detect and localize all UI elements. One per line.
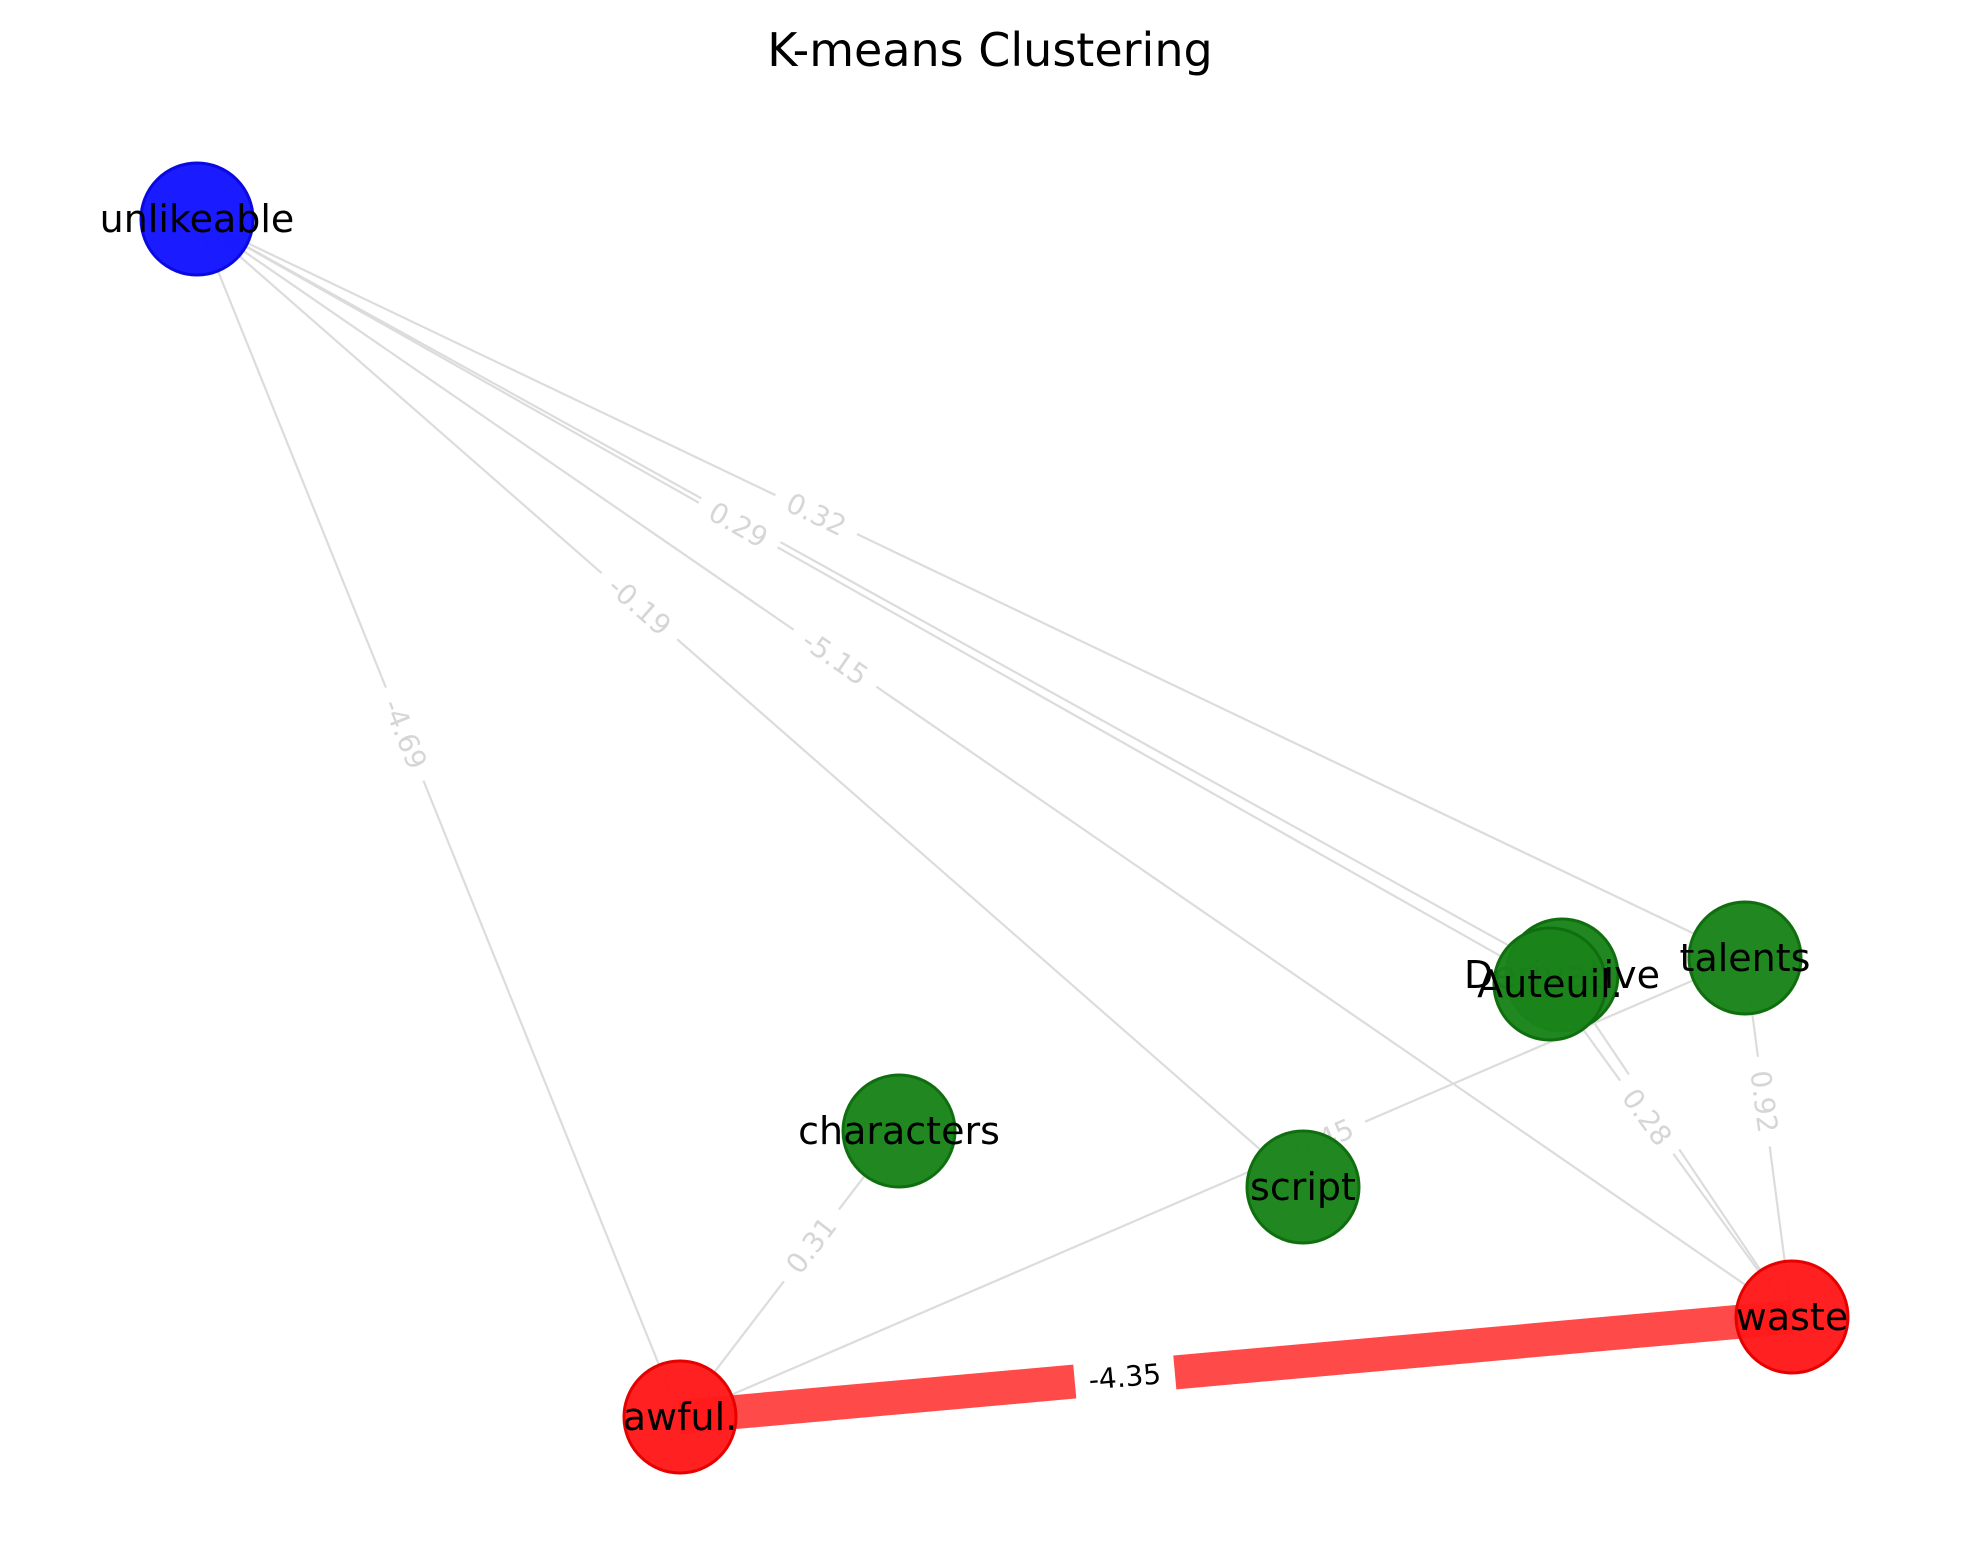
node-circle <box>1687 900 1803 1016</box>
node-unlikeable[interactable]: unlikeable <box>100 161 295 277</box>
edge-label-background <box>1733 1053 1794 1150</box>
edge-label-background <box>1600 1066 1694 1169</box>
node-label-unlikeable: unlikeable <box>100 197 295 241</box>
edges-layer <box>195 218 1794 1434</box>
edge-label-background <box>779 609 891 707</box>
edge-label-background <box>764 473 868 557</box>
edge-label-unlikeable-waste: -5.15 <box>779 609 891 707</box>
edge-label-background <box>1072 1348 1178 1406</box>
edge-label-background <box>363 678 447 790</box>
edge-unlikeable-waste <box>196 218 1793 1318</box>
node-script[interactable]: script <box>1245 1129 1361 1245</box>
edge-labels-layer: -4.69-0.19-5.150.290.32-0.450.310.280.92… <box>363 473 1794 1406</box>
node-characters[interactable]: characters <box>798 1073 1000 1189</box>
node-waste[interactable]: waste <box>1734 1259 1850 1375</box>
node-label-auteuil: Auteuil. <box>1477 962 1623 1006</box>
edge-label-background <box>686 481 790 569</box>
node-talents[interactable]: talents <box>1680 900 1811 1016</box>
edge-weight-label: 0.92 <box>1743 1069 1784 1135</box>
chart-title: K-means Clustering <box>767 23 1212 77</box>
edge-unlikeable-auteuil <box>196 218 1551 985</box>
edge-label-unlikeable-awful: -4.69 <box>363 678 447 790</box>
edge-weight-label: -4.35 <box>1087 1357 1162 1396</box>
edge-label-unlikeable-script: -0.19 <box>585 554 694 658</box>
edge-label-background <box>585 554 694 658</box>
node-awful[interactable]: awful. <box>622 1359 738 1475</box>
edge-label-auteuil-waste: 0.28 <box>1600 1066 1694 1169</box>
edge-label-unlikeable-talents: 0.32 <box>764 473 868 557</box>
nodes-layer: unlikeableDerivativeAuteuil.talentschara… <box>100 161 1850 1475</box>
node-label-talents: talents <box>1680 936 1811 980</box>
edge-unlikeable-script <box>196 218 1304 1188</box>
edge-awful-waste <box>678 1300 1794 1434</box>
node-label-awful: awful. <box>623 1395 737 1439</box>
edge-label-characters-awful: 0.31 <box>764 1194 859 1297</box>
node-circle <box>622 1359 738 1475</box>
node-circle <box>139 161 255 277</box>
edge-unlikeable-awful <box>195 218 682 1418</box>
node-auteuil[interactable]: Auteuil. <box>1477 926 1623 1042</box>
node-circle <box>1492 926 1608 1042</box>
edge-label-talents-waste: 0.92 <box>1733 1053 1794 1150</box>
node-label-script: script <box>1250 1165 1356 1209</box>
node-circle <box>841 1073 957 1189</box>
edge-unlikeable-talents <box>196 218 1746 959</box>
edge-unlikeable-derivative <box>196 218 1563 976</box>
edge-label-background <box>764 1194 859 1297</box>
node-label-characters: characters <box>798 1109 1000 1153</box>
edge-label-awful-waste: -4.35 <box>1072 1348 1178 1406</box>
node-circle <box>1734 1259 1850 1375</box>
node-circle <box>1245 1129 1361 1245</box>
node-label-waste: waste <box>1736 1295 1848 1339</box>
